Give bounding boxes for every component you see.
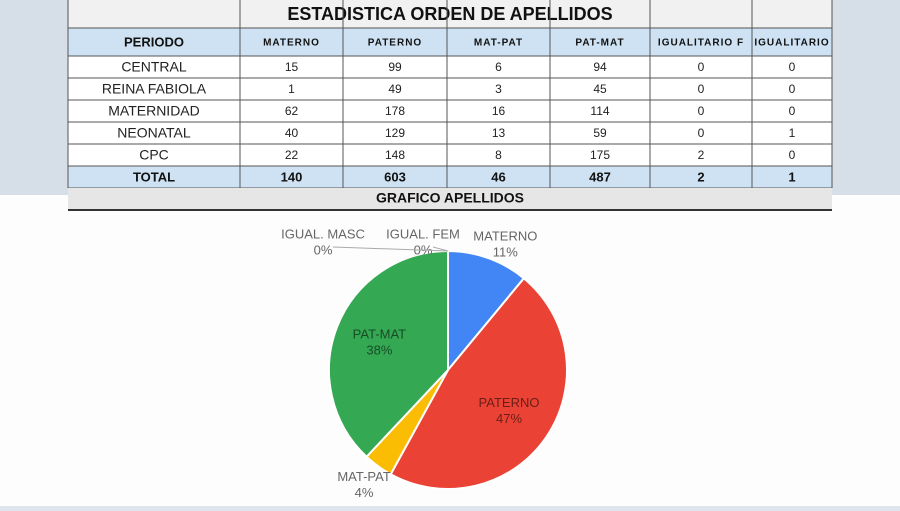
total-cell: 46 (491, 169, 505, 184)
total-cell: 2 (697, 169, 704, 184)
slice-value: 38% (366, 342, 392, 357)
table-cell: 175 (590, 148, 610, 162)
table-cell: 0 (698, 104, 705, 118)
pie-slice (447, 249, 526, 373)
table-cell: 99 (388, 60, 402, 74)
table-cell: 16 (492, 104, 506, 118)
column-header: MATERNO (263, 38, 320, 49)
slice-label: MAT-PAT (337, 469, 391, 484)
header-row (68, 28, 832, 56)
table-cell: 22 (285, 148, 299, 162)
pie-slice (328, 249, 449, 459)
table-cell: 178 (385, 104, 405, 118)
table-cell: 148 (385, 148, 405, 162)
slice-label: PAT-MAT (353, 326, 407, 341)
table-cell: 45 (593, 82, 607, 96)
table-cell: 59 (593, 126, 607, 140)
table-cell: 62 (285, 104, 299, 118)
table-row (68, 122, 832, 144)
blurred-edge (0, 0, 68, 195)
column-header: IGUALITARIO F (658, 38, 744, 49)
table-cell: 1 (288, 82, 295, 96)
table-cell: NEONATAL (117, 125, 191, 141)
table-cell: 6 (495, 60, 502, 74)
slice-label: IGUAL. FEM (386, 226, 460, 241)
column-header: IGUALITARIO (754, 38, 829, 49)
table-title: ESTADISTICA ORDEN DE APELLIDOS (287, 4, 612, 24)
slice-value: 11% (493, 244, 518, 259)
slice-value: 0% (314, 242, 333, 257)
table-cell: CENTRAL (121, 59, 187, 75)
total-cell: 603 (384, 169, 406, 184)
table-title-cell (68, 0, 832, 28)
slice-label: IGUAL. MASC (281, 226, 365, 241)
table-cell: 114 (590, 104, 609, 118)
leader-line (332, 246, 449, 252)
column-header: MAT-PAT (474, 38, 523, 49)
column-header: PERIODO (124, 34, 184, 49)
total-cell: 1 (788, 169, 795, 184)
table-cell: 15 (285, 60, 299, 74)
blurred-edge (832, 0, 900, 195)
table-cell: 0 (698, 60, 705, 74)
table-cell: MATERNIDAD (108, 103, 200, 119)
table-cell: 94 (593, 60, 607, 74)
total-cell: TOTAL (133, 169, 175, 184)
table-cell: 0 (789, 60, 796, 74)
slice-value: 47% (496, 411, 522, 426)
table-cell: REINA FABIOLA (102, 81, 207, 97)
table-row (68, 144, 832, 166)
table-cell: 0 (698, 126, 705, 140)
slice-label: PATERNO (479, 395, 540, 410)
table-row (68, 78, 832, 100)
pie-slice (389, 276, 568, 490)
table-cell: 8 (495, 148, 502, 162)
table-cell: 2 (698, 148, 705, 162)
table-cell: 3 (495, 82, 502, 96)
slice-label: MATERNO (473, 228, 537, 243)
table-cell: 40 (285, 126, 299, 140)
table-cell: 0 (789, 82, 796, 96)
chart-title-band (68, 188, 832, 210)
table-cell: 129 (385, 126, 405, 140)
table-row (68, 56, 832, 78)
slice-value: 4% (355, 485, 374, 500)
column-header: PATERNO (368, 38, 422, 49)
table-cell: 0 (789, 148, 796, 162)
table-cell: 0 (698, 82, 705, 96)
table-cell: 49 (388, 82, 402, 96)
leader-line (432, 246, 449, 252)
table-row (68, 100, 832, 122)
column-header: PAT-MAT (575, 38, 624, 49)
chart-title: GRAFICO APELLIDOS (376, 190, 524, 206)
table-cell: 13 (492, 126, 506, 140)
table-cell: CPC (139, 147, 169, 163)
total-cell: 487 (589, 169, 611, 184)
table-cell: 1 (789, 126, 796, 140)
total-row (68, 166, 832, 188)
total-cell: 140 (281, 169, 303, 184)
table-cell: 0 (789, 104, 796, 118)
